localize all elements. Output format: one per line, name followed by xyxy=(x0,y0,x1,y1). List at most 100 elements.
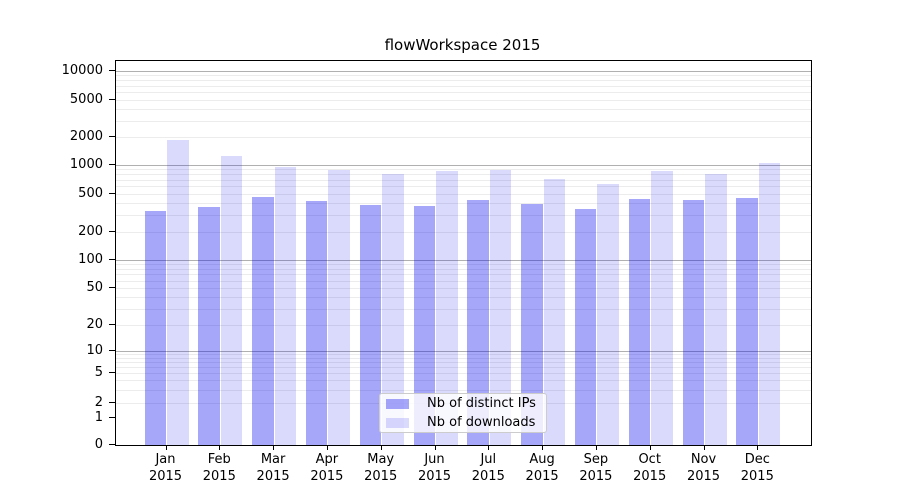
x-tick-label-dec: Dec 2015 xyxy=(740,452,774,484)
x-tick-mark xyxy=(488,445,490,450)
y-tick-mark xyxy=(109,259,115,260)
y-tick-mark xyxy=(109,231,115,232)
gridline-minor xyxy=(116,186,811,188)
bar-downloads-aug xyxy=(543,179,566,445)
gridline-minor xyxy=(116,297,811,298)
gridline-minor xyxy=(116,109,811,110)
legend-swatch-downloads xyxy=(386,417,409,428)
x-tick-label-aug: Aug 2015 xyxy=(525,452,559,484)
bar-distinct-ips-oct xyxy=(628,199,651,445)
bar-downloads-nov xyxy=(705,174,727,445)
gridline-minor xyxy=(116,274,811,276)
y-tick-label: 500 xyxy=(78,185,103,201)
gridline-minor xyxy=(116,120,811,122)
gridline-minor xyxy=(116,215,811,217)
legend-label-downloads: Nb of downloads xyxy=(427,415,536,430)
x-tick-mark xyxy=(757,445,759,450)
gridline-minor xyxy=(116,288,811,289)
x-tick-label-jul: Jul 2015 xyxy=(471,452,505,484)
gridline-minor xyxy=(116,75,811,77)
y-tick-label: 200 xyxy=(78,223,103,239)
bar-distinct-ips-feb xyxy=(198,207,220,445)
y-tick-mark xyxy=(109,402,115,403)
y-tick-label: 10000 xyxy=(61,62,103,78)
x-tick-label-oct: Oct 2015 xyxy=(633,452,667,484)
x-tick-label-nov: Nov 2015 xyxy=(686,452,721,484)
legend: Nb of distinct IPs Nb of downloads xyxy=(379,393,547,433)
y-tick-label: 0 xyxy=(94,436,103,452)
x-tick-mark xyxy=(703,445,705,450)
bar-distinct-ips-nov xyxy=(682,200,704,445)
gridline-minor xyxy=(116,232,811,233)
bar-downloads-jul xyxy=(489,170,512,445)
bar-downloads-oct xyxy=(651,171,673,445)
y-tick-mark xyxy=(109,164,115,165)
y-tick-label: 10 xyxy=(86,342,103,358)
y-tick-mark xyxy=(109,287,115,288)
x-tick-label-sep: Sep 2015 xyxy=(579,452,613,484)
gridline-minor xyxy=(116,380,811,382)
gridline-minor xyxy=(116,358,811,360)
y-tick-label: 2000 xyxy=(69,128,103,144)
gridline-minor xyxy=(116,362,811,364)
x-tick-label-may: May 2015 xyxy=(364,452,398,484)
bar-distinct-ips-jan xyxy=(144,211,166,445)
bar-distinct-ips-aug xyxy=(521,204,543,445)
gridline-minor xyxy=(116,174,811,176)
y-tick-mark xyxy=(109,444,115,445)
gridline-major xyxy=(116,351,811,352)
gridline-minor xyxy=(116,389,811,391)
bar-downloads-dec xyxy=(758,162,781,445)
y-tick-label: 2 xyxy=(94,394,103,410)
gridline-minor xyxy=(116,367,811,369)
gridline-minor xyxy=(116,194,811,195)
x-tick-label-mar: Mar 2015 xyxy=(256,452,290,484)
y-tick-mark xyxy=(109,350,115,351)
gridline-minor xyxy=(116,92,811,94)
y-tick-mark xyxy=(109,70,115,71)
legend-swatch-distinct-ips xyxy=(386,398,409,409)
y-tick-label: 5 xyxy=(94,364,103,380)
bar-distinct-ips-may xyxy=(359,204,382,445)
bar-downloads-jun xyxy=(436,170,458,445)
x-tick-mark xyxy=(273,445,275,450)
gridline-minor xyxy=(116,269,811,270)
y-tick-mark xyxy=(109,324,115,325)
x-tick-label-feb: Feb 2015 xyxy=(202,452,236,484)
x-tick-mark xyxy=(380,445,382,450)
gridline-minor xyxy=(116,179,811,181)
gridline-minor xyxy=(116,85,811,87)
gridline-minor xyxy=(116,373,811,374)
y-tick-label: 5000 xyxy=(69,91,103,107)
bar-distinct-ips-jul xyxy=(467,200,489,445)
bar-distinct-ips-mar xyxy=(252,197,274,445)
legend-row-downloads: Nb of downloads xyxy=(380,413,546,432)
x-tick-label-apr: Apr 2015 xyxy=(310,452,344,484)
y-tick-mark xyxy=(109,193,115,194)
y-tick-label: 1 xyxy=(94,409,103,425)
gridline-minor xyxy=(116,308,811,310)
gridline-minor xyxy=(116,169,811,171)
y-tick-mark xyxy=(109,417,115,418)
gridline-major xyxy=(116,71,811,72)
y-tick-mark xyxy=(109,136,115,137)
y-tick-label: 100 xyxy=(78,251,103,267)
x-tick-mark xyxy=(649,445,651,450)
x-tick-mark xyxy=(595,445,597,450)
bar-downloads-sep xyxy=(597,183,619,445)
gridline-minor xyxy=(116,280,811,282)
legend-label-distinct-ips: Nb of distinct IPs xyxy=(427,396,536,411)
gridline-minor xyxy=(116,203,811,205)
bar-downloads-jan xyxy=(167,140,189,445)
bar-downloads-may xyxy=(382,173,404,445)
gridline-major xyxy=(116,165,811,166)
legend-row-distinct-ips: Nb of distinct IPs xyxy=(380,394,546,413)
bar-downloads-apr xyxy=(328,170,350,445)
x-tick-mark xyxy=(434,445,436,450)
gridline-minor xyxy=(116,100,811,101)
y-tick-mark xyxy=(109,372,115,373)
bar-downloads-feb xyxy=(220,155,243,445)
x-tick-label-jun: Jun 2015 xyxy=(417,452,452,484)
y-tick-mark xyxy=(109,99,115,100)
